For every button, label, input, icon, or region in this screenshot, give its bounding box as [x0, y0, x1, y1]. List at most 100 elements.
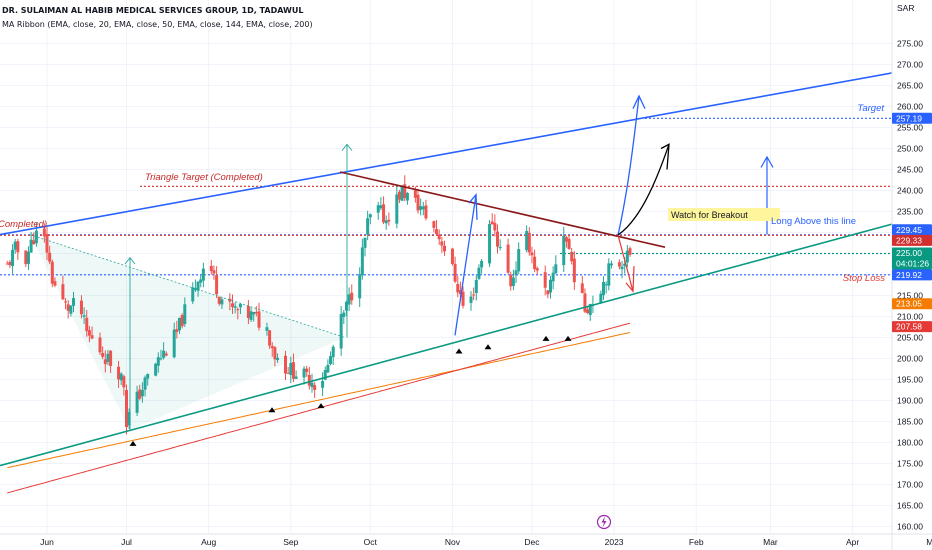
candle-body — [191, 287, 195, 302]
candle-body — [209, 265, 213, 272]
candle — [191, 282, 195, 305]
candle — [307, 366, 311, 390]
candle-body — [347, 294, 351, 305]
candle — [201, 262, 205, 288]
candle-body — [469, 296, 473, 303]
price-label-countdown: 04:01:26 — [896, 259, 929, 269]
candle-body — [61, 284, 65, 300]
candle-body — [326, 364, 330, 373]
candle-body — [384, 220, 388, 224]
candle-body — [69, 305, 73, 314]
candle-body — [101, 353, 105, 357]
indicator-legend[interactable]: MA Ribbon (EMA, close, 20, EMA, close, 5… — [2, 20, 313, 29]
candle — [527, 227, 531, 256]
candle-body — [331, 346, 335, 358]
x-tick-label: Aug — [201, 537, 216, 547]
candle — [628, 246, 632, 257]
annotation-target: Target — [857, 103, 884, 114]
x-tick-label: Dec — [524, 537, 540, 547]
candle — [493, 214, 497, 237]
candle-body — [461, 291, 465, 306]
price-label-bg — [892, 247, 932, 270]
candle-body — [490, 221, 494, 225]
blue-arrow-nov — [454, 194, 477, 336]
candle — [228, 293, 232, 311]
candle — [554, 255, 558, 275]
candle — [254, 306, 258, 317]
candle — [294, 370, 298, 379]
candle-body — [276, 357, 280, 361]
upper-channel-line — [0, 72, 893, 236]
candle — [379, 196, 383, 211]
candle — [456, 275, 460, 298]
candle — [268, 330, 272, 349]
candle-body — [53, 281, 57, 286]
candle-body — [90, 335, 94, 339]
candle-body — [246, 306, 250, 319]
candle — [209, 259, 213, 275]
candle-body — [339, 314, 343, 349]
candle-body — [416, 194, 420, 211]
candle-body — [265, 327, 269, 331]
candle-body — [493, 223, 497, 231]
candle — [435, 219, 439, 235]
candle-body — [34, 230, 38, 244]
candle — [13, 238, 17, 254]
candle-body — [602, 282, 605, 296]
candle — [617, 259, 621, 270]
candle — [183, 297, 187, 327]
y-tick-label: 255.00 — [897, 123, 923, 133]
candle-body — [48, 252, 52, 262]
candle-body — [26, 251, 30, 264]
price-label-value: 225.00 — [896, 248, 922, 258]
x-tick-label: Nov — [445, 537, 461, 547]
candle — [400, 184, 404, 201]
candle-body — [8, 261, 12, 266]
triangle-shade — [30, 234, 345, 430]
lightning-icon[interactable] — [596, 514, 612, 530]
candle — [511, 269, 515, 291]
arrow-head — [625, 266, 635, 293]
candle — [199, 274, 203, 288]
candle-body — [405, 192, 409, 201]
candle — [90, 326, 94, 340]
candle-body — [13, 241, 17, 250]
pivot-markers — [129, 335, 572, 446]
candle — [87, 325, 91, 343]
candle — [326, 359, 330, 374]
candle-body — [450, 248, 454, 265]
target-arrow — [617, 95, 640, 236]
arrow-head — [632, 94, 646, 109]
y-tick-label: 165.00 — [897, 501, 923, 511]
currency-label: SAR — [897, 3, 914, 13]
candle — [366, 210, 370, 241]
candle — [146, 373, 150, 386]
candle-body — [432, 221, 436, 228]
candle-body — [79, 300, 83, 315]
candle-body — [472, 294, 476, 296]
candle — [289, 356, 293, 384]
price-label-value: 257.19 — [896, 113, 922, 123]
ema-144-line — [7, 332, 631, 469]
price-label-bg — [892, 112, 932, 124]
candle — [358, 267, 362, 308]
candle — [530, 246, 534, 264]
candle — [178, 317, 181, 334]
candle — [286, 367, 290, 374]
candle — [625, 244, 629, 268]
candle-body — [289, 362, 293, 375]
price-label-value: 219.92 — [896, 270, 922, 280]
candle-body — [609, 263, 613, 266]
annotation-completed: Completed) — [0, 219, 47, 230]
candle — [344, 300, 348, 316]
candle-body — [199, 279, 203, 283]
candle — [599, 290, 603, 304]
candle — [135, 385, 139, 416]
candle — [525, 225, 529, 253]
candle-body — [305, 368, 309, 372]
price-label-value: 229.33 — [896, 235, 922, 245]
candle — [604, 281, 608, 294]
candle — [238, 303, 242, 315]
